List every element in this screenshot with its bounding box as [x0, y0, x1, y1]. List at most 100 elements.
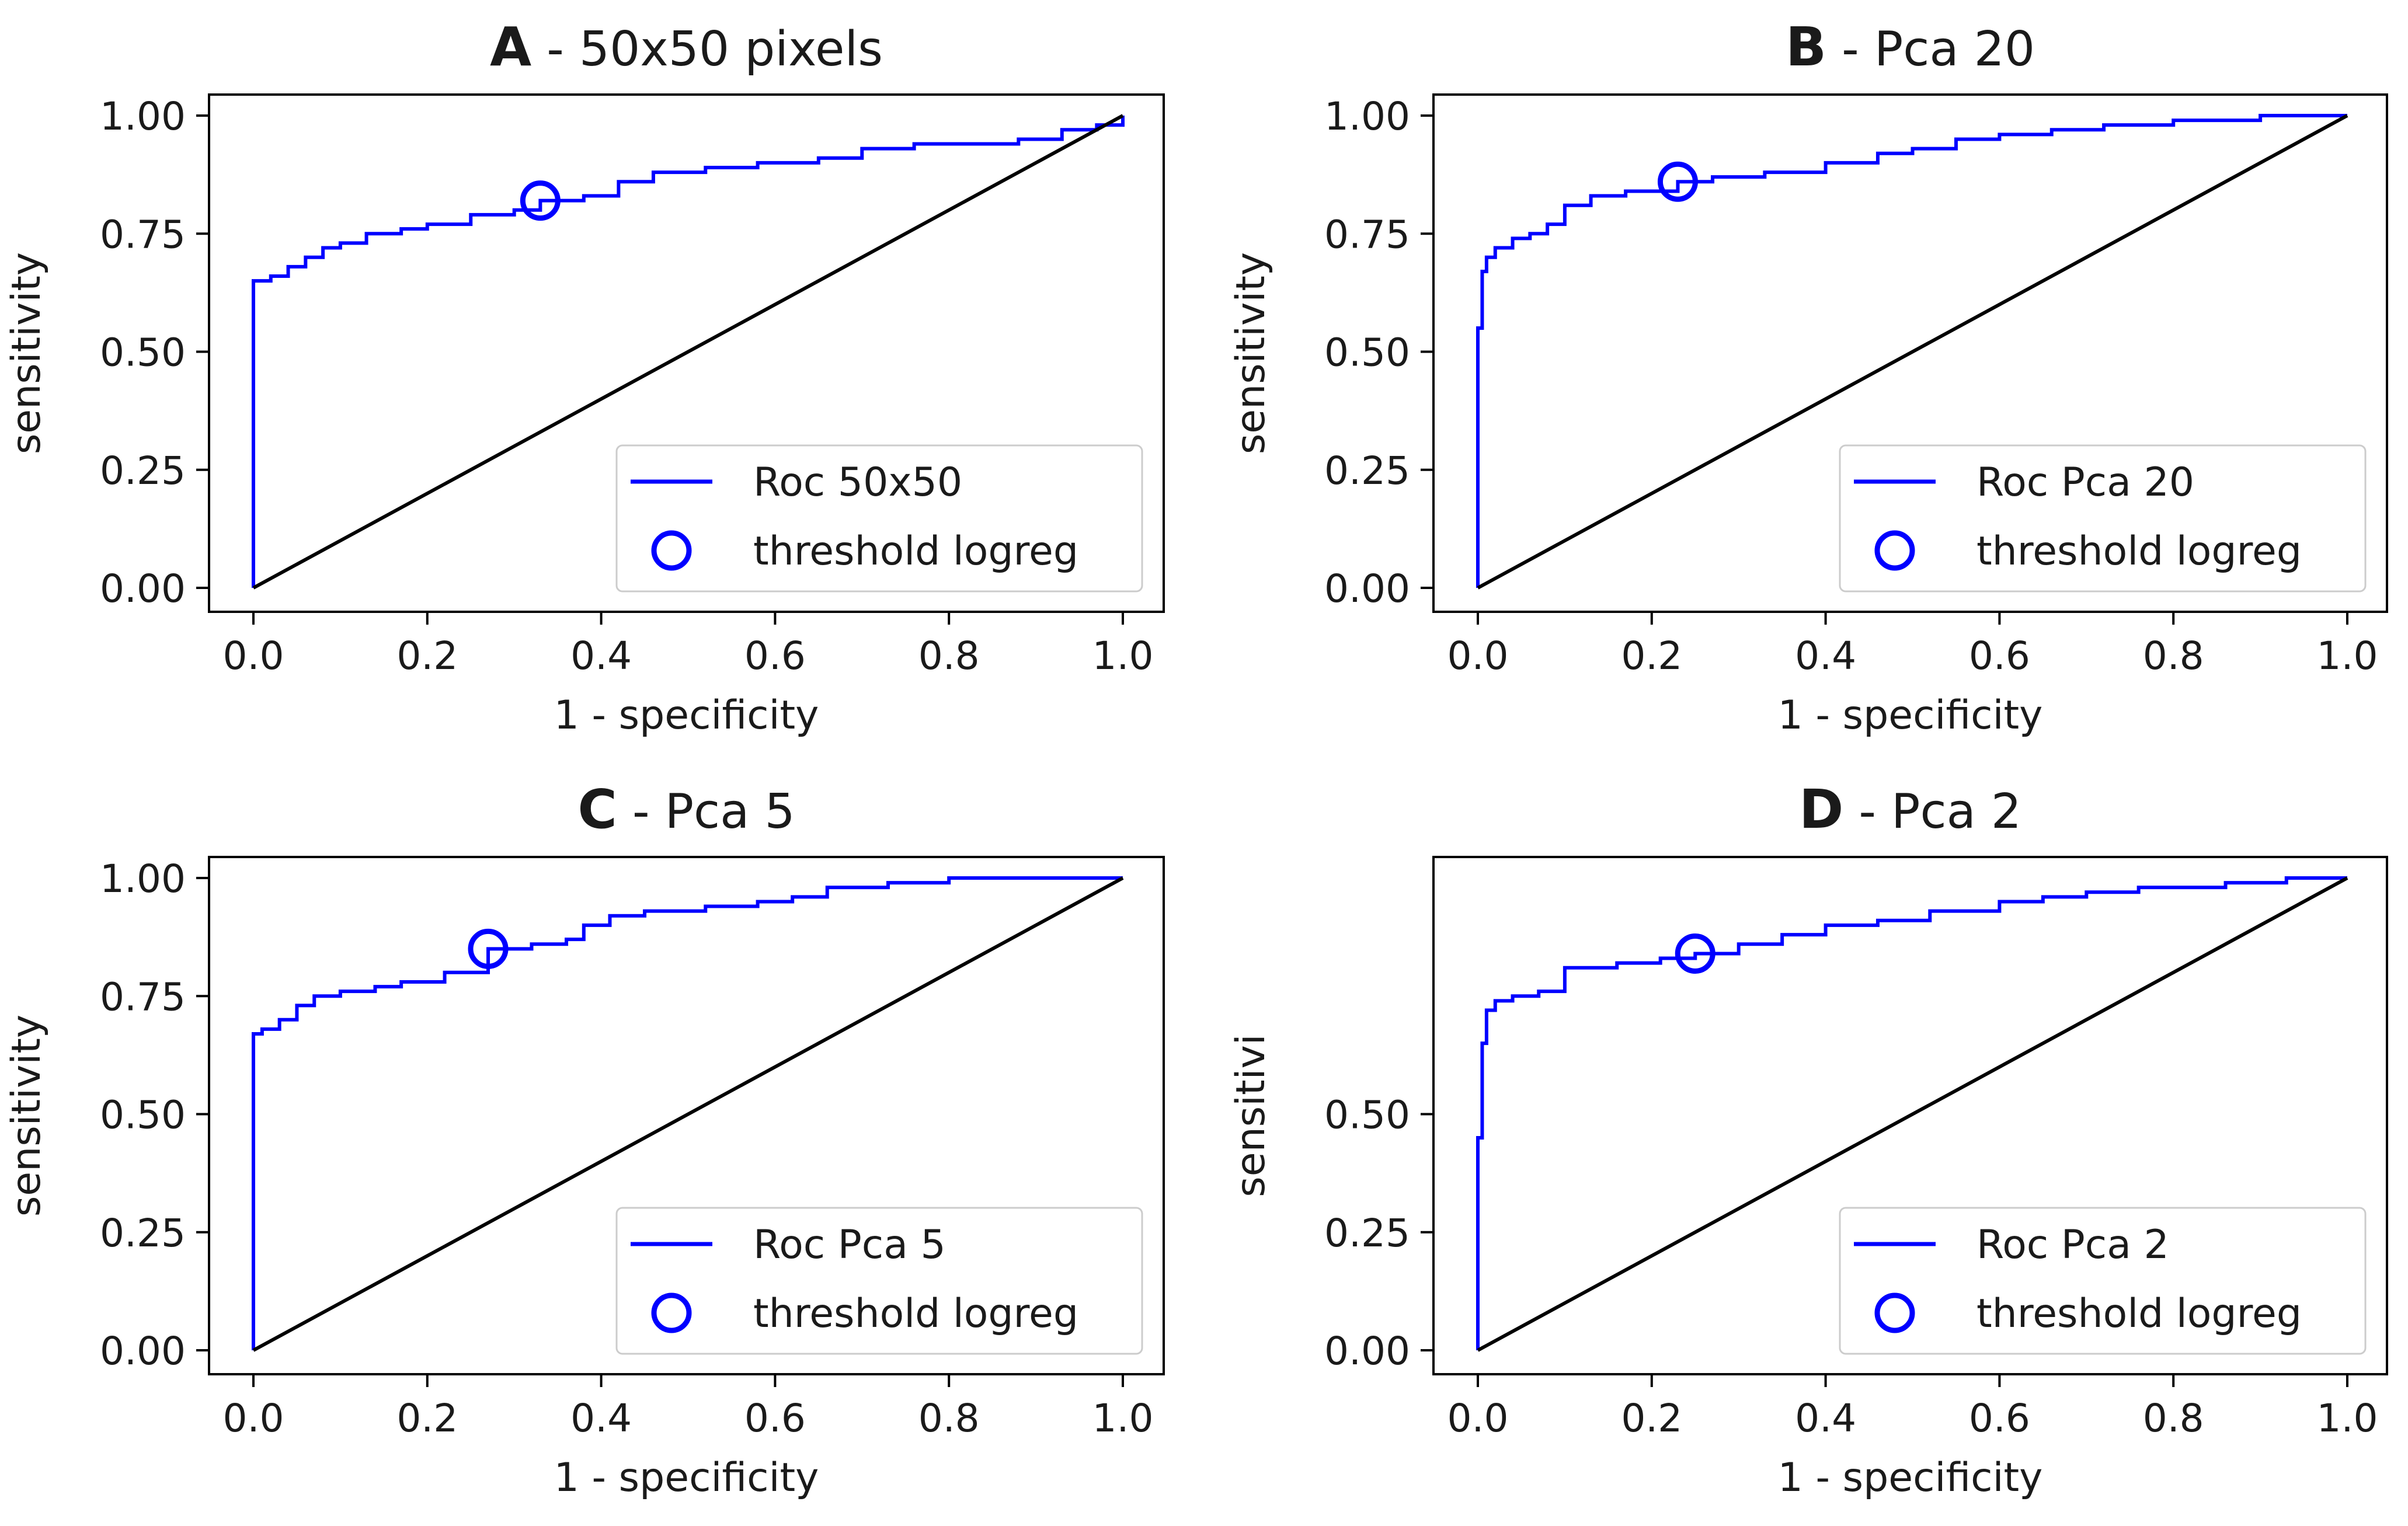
- y-axis-label: sensitivity: [4, 252, 50, 454]
- x-tick-label: 0.8: [918, 633, 980, 678]
- legend-roc-label: Roc Pca 20: [1976, 459, 2194, 506]
- x-tick-label: 0.8: [2143, 1396, 2204, 1441]
- x-tick-label: 0.2: [1621, 633, 1682, 678]
- x-tick-label: 1.0: [2317, 1396, 2378, 1441]
- x-axis-label: 1 - specificity: [1778, 1455, 2043, 1501]
- x-tick-label: 0.4: [570, 1396, 632, 1441]
- y-axis-label: sensitivi: [1228, 1034, 1274, 1197]
- y-tick-label: 0.50: [100, 330, 186, 375]
- panel-title-text: - Pca 2: [1843, 784, 2021, 839]
- axes-frame: [208, 856, 1165, 1375]
- x-tick-label: 0.2: [396, 633, 458, 678]
- y-tick-label: 0.50: [1324, 330, 1410, 375]
- panel-c: C - Pca 5 0.0 0.2 0.4 0.6 0.8 1.0 0.00 0.25 0.50 0…: [4, 778, 1165, 1501]
- x-tick-label: 0.8: [2143, 633, 2204, 678]
- panel-d: D - Pca 2 0.0 0.2 0.4 0.6 0.8 1.0 0.00 0.25 0.50 1…: [1228, 778, 2388, 1501]
- legend: Roc Pca 2 threshold logreg: [1839, 1207, 2367, 1355]
- y-tick-label: 1.00: [100, 856, 186, 901]
- legend-threshold-swatch: [651, 530, 692, 571]
- panel-title: C - Pca 5: [577, 778, 795, 841]
- chance-line: [252, 114, 1124, 590]
- x-tick-label: 0.4: [1795, 1396, 1856, 1441]
- x-tick-label: 1.0: [1092, 1396, 1154, 1441]
- y-axis-label: sensitivity: [4, 1015, 50, 1217]
- panel-letter: D: [1799, 778, 1843, 841]
- x-tick-label: 1.0: [2317, 633, 2378, 678]
- axes-frame: [1432, 93, 2388, 613]
- x-axis-label: 1 - specificity: [1778, 692, 2043, 738]
- x-tick-label: 0.2: [396, 1396, 458, 1441]
- legend-box: [615, 444, 1143, 593]
- threshold-marker: [1657, 161, 1698, 202]
- panel-letter: C: [577, 778, 617, 841]
- x-axis-label: 1 - specificity: [554, 1455, 819, 1501]
- x-axis-label: 1 - specificity: [554, 692, 819, 738]
- panel-title: B - Pca 20: [1786, 16, 2035, 78]
- chance-line: [1477, 114, 2348, 590]
- x-tick-label: 0.2: [1621, 1396, 1682, 1441]
- legend-roc-label: Roc Pca 5: [753, 1222, 946, 1268]
- panel-title: D - Pca 2: [1799, 778, 2021, 841]
- legend-threshold-label: threshold logreg: [1976, 1291, 2302, 1337]
- x-tick-label: 0.0: [223, 633, 284, 678]
- panel-letter: B: [1786, 16, 1826, 78]
- x-tick-label: 0.8: [918, 1396, 980, 1441]
- legend-threshold-swatch: [1874, 1292, 1915, 1333]
- roc-curve: [252, 116, 1125, 588]
- roc-curve: [252, 876, 1123, 1350]
- y-tick-label: 1.00: [100, 94, 186, 139]
- legend-threshold-swatch: [651, 1292, 692, 1333]
- x-tick-label: 0.0: [1447, 1396, 1509, 1441]
- panel-title-text: - Pca 5: [617, 784, 795, 839]
- x-tick-label: 0.0: [1447, 633, 1509, 678]
- y-tick-label: 0.25: [1324, 448, 1410, 493]
- y-tick-label: 0.50: [100, 1093, 186, 1138]
- x-tick-label: 1.0: [1092, 633, 1154, 678]
- y-tick-label: 0.75: [1324, 212, 1410, 257]
- y-tick-label: 0.25: [100, 1211, 186, 1256]
- legend-threshold-label: threshold logreg: [753, 528, 1078, 574]
- x-tick-label: 0.6: [744, 1396, 806, 1441]
- legend-box: [1839, 1207, 2367, 1355]
- threshold-marker: [468, 928, 509, 969]
- legend: Roc Pca 5 threshold logreg: [615, 1207, 1143, 1355]
- legend-roc-label: Roc 50x50: [753, 459, 962, 506]
- panel-letter: A: [490, 16, 531, 78]
- legend: Roc 50x50 threshold logreg: [615, 444, 1143, 593]
- panel-title-text: - Pca 20: [1826, 22, 2035, 77]
- x-tick-label: 0.6: [1969, 1396, 2030, 1441]
- legend: Roc Pca 20 threshold logreg: [1839, 444, 2367, 593]
- y-tick-label: 0.00: [100, 1329, 186, 1374]
- legend-roc-label: Roc Pca 2: [1976, 1222, 2169, 1268]
- y-tick-label: 0.00: [100, 566, 186, 611]
- axes-frame: [1432, 856, 2388, 1375]
- legend-threshold-swatch: [1874, 530, 1915, 571]
- legend-threshold-label: threshold logreg: [1976, 528, 2302, 574]
- roc-curve: [1476, 114, 2347, 588]
- y-tick-label: 0.25: [1324, 1211, 1410, 1256]
- y-axis-label: sensitivity: [1228, 252, 1274, 454]
- y-tick-label: 0.75: [100, 974, 186, 1019]
- x-tick-label: 0.4: [570, 633, 632, 678]
- y-tick-label: 1.00: [1324, 94, 1410, 139]
- roc-curve: [1476, 876, 2347, 1350]
- y-tick-label: 0.25: [100, 448, 186, 493]
- y-tick-label: 0.00: [1324, 1329, 1410, 1374]
- x-tick-label: 0.4: [1795, 633, 1856, 678]
- y-tick-label: 0.75: [100, 212, 186, 257]
- axes-frame: [208, 93, 1165, 613]
- threshold-marker: [520, 180, 561, 221]
- x-tick-label: 0.0: [223, 1396, 284, 1441]
- legend-box: [1839, 444, 2367, 593]
- panel-b: B - Pca 20 0.0 0.2 0.4 0.6 0.8 1.0 0.00 0.25 0.50…: [1228, 16, 2388, 738]
- panel-a: A - 50x50 pixels 0.0 0.2 0.4 0.6 0.8 1.0 0.00 0.…: [4, 16, 1165, 738]
- legend-threshold-label: threshold logreg: [753, 1291, 1078, 1337]
- threshold-marker: [1675, 933, 1715, 974]
- x-tick-label: 0.6: [744, 633, 806, 678]
- y-tick-label: 0.50: [1324, 1093, 1410, 1138]
- x-tick-label: 0.6: [1969, 633, 2030, 678]
- chance-line: [252, 876, 1124, 1352]
- legend-box: [615, 1207, 1143, 1355]
- panel-title-text: - 50x50 pixels: [531, 22, 883, 77]
